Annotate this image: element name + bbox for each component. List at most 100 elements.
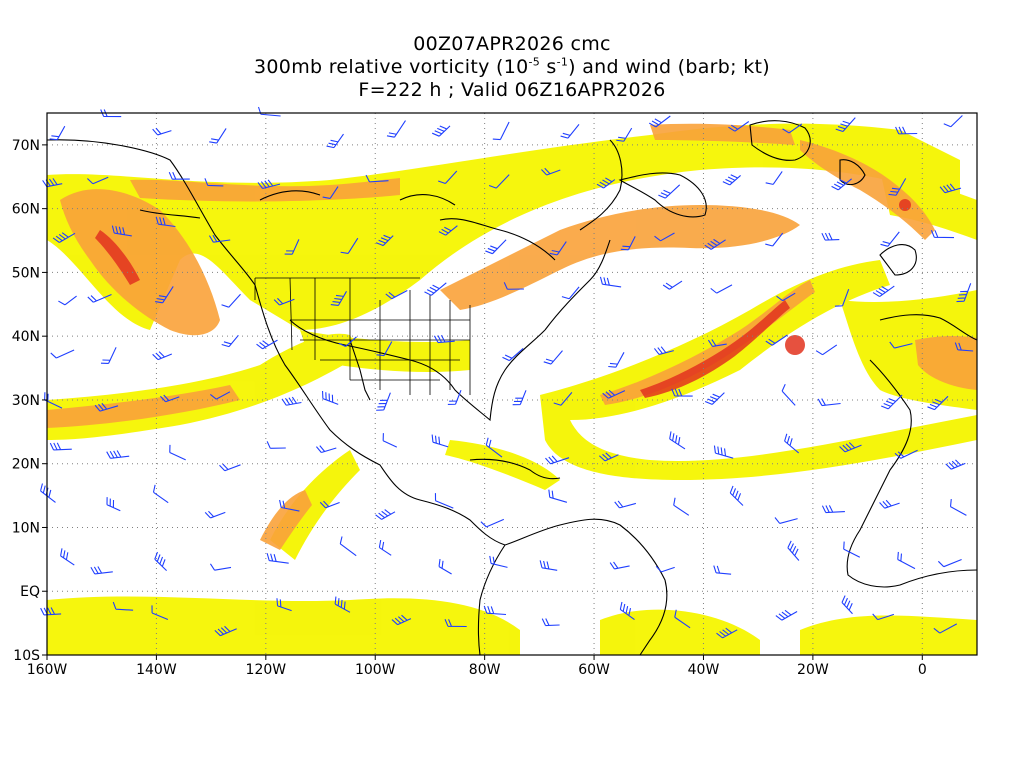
longitude-label: 20W (797, 662, 829, 678)
wind-barb (897, 551, 916, 570)
wind-barb (609, 561, 630, 570)
wind-barb (339, 536, 357, 557)
wind-barb (204, 178, 224, 187)
longitude-label: 160W (27, 662, 68, 678)
wind-barb (257, 106, 281, 117)
wind-barb (42, 178, 63, 188)
map-frame (46, 112, 978, 656)
wind-barb (548, 489, 568, 503)
wind-barb (662, 280, 683, 290)
wind-barb (375, 509, 396, 520)
wind-barb (50, 349, 75, 359)
wind-barb (545, 455, 570, 465)
wind-barb (620, 236, 636, 251)
wind-barb (704, 392, 725, 405)
wind-barb (817, 398, 841, 407)
wind-barb (835, 117, 856, 133)
wind-barb (424, 282, 447, 296)
wind-barb (281, 396, 302, 406)
longitude-label: 60W (578, 662, 610, 678)
wind-barb (927, 395, 949, 411)
wind-barb (279, 499, 300, 512)
state-borders (254, 277, 471, 395)
wind-barb (210, 391, 231, 400)
wind-barb (503, 282, 525, 290)
wind-barb (815, 344, 838, 356)
wind-barb (880, 231, 900, 247)
wind-barb (431, 125, 451, 137)
wind-barb (40, 483, 56, 503)
wind-barb (365, 174, 389, 183)
wind-barb (889, 341, 913, 349)
wind-barb (438, 558, 452, 575)
wind-barb (326, 133, 344, 149)
wind-barb (391, 614, 412, 626)
wind-barb (100, 347, 117, 364)
wind-barb (716, 627, 738, 639)
wind-barb (654, 232, 675, 242)
wind-barb (111, 225, 132, 237)
wind-barb (655, 565, 675, 573)
wind-barb (704, 238, 726, 250)
latitude-label: 20N (12, 457, 40, 473)
wind-barb (784, 433, 800, 454)
wind-barb (956, 283, 972, 303)
wind-barb (431, 434, 449, 448)
wind-barb (90, 566, 113, 575)
wind-barb (375, 234, 394, 247)
wind-barb (480, 518, 505, 528)
wind-barb (94, 402, 119, 412)
wind-barb (221, 293, 241, 308)
wind-barb (619, 601, 635, 621)
wind-barb (843, 541, 861, 558)
wind-barb (492, 121, 510, 141)
wind-barb (872, 613, 895, 621)
wind-barb (658, 184, 681, 199)
wind-barb (483, 605, 507, 616)
wind-barb (539, 560, 558, 571)
wind-barb (648, 115, 671, 128)
wind-barb (616, 127, 633, 142)
wind-barb (438, 225, 458, 236)
wind-barb (330, 291, 347, 307)
wind-barb (541, 618, 560, 627)
wind-barb (943, 115, 963, 128)
wind-barb (765, 334, 788, 346)
wind-barb (596, 177, 616, 189)
latitude-label: 60N (12, 202, 40, 218)
longitude-label: 120W (246, 662, 287, 678)
wind-barb (872, 285, 895, 298)
wind-barb (168, 171, 190, 180)
wind-barb (106, 497, 121, 512)
latitude-label: 10N (12, 520, 40, 536)
wind-barb (502, 347, 524, 362)
wind-barb (106, 450, 130, 459)
wind-barb (541, 167, 561, 176)
map-title-line2: 300mb relative vorticity (10-5 s-1) and … (254, 55, 770, 78)
latitude-label: 40N (12, 329, 40, 345)
longitude-label: 80W (469, 662, 501, 678)
wind-barb (614, 500, 637, 509)
wind-barb (894, 449, 918, 459)
wind-barb (160, 394, 180, 403)
wind-barb (782, 123, 803, 134)
wind-barb (321, 390, 339, 405)
wind-barb (489, 555, 508, 568)
wind-barb (945, 459, 966, 470)
map-title-line3: F=222 h ; Valid 06Z16APR2026 (358, 79, 666, 101)
latitude-label: 50N (12, 265, 40, 281)
wind-barb (879, 499, 900, 509)
wind-barb (787, 540, 800, 561)
wind-barb (776, 292, 796, 302)
wind-barb (821, 505, 845, 514)
wind-barb (881, 394, 903, 410)
map-title-line1: 00Z07APR2026 cmc (413, 33, 611, 55)
wind-barb (488, 174, 510, 189)
latitude-labels: 70N 60N 50N 40N 30N 20N 10N EQ 10S (12, 138, 47, 664)
wind-barb (378, 539, 392, 556)
wind-barb (839, 442, 862, 453)
wind-barb (602, 389, 626, 399)
wind-barb (322, 186, 339, 200)
wind-barb (713, 445, 734, 459)
